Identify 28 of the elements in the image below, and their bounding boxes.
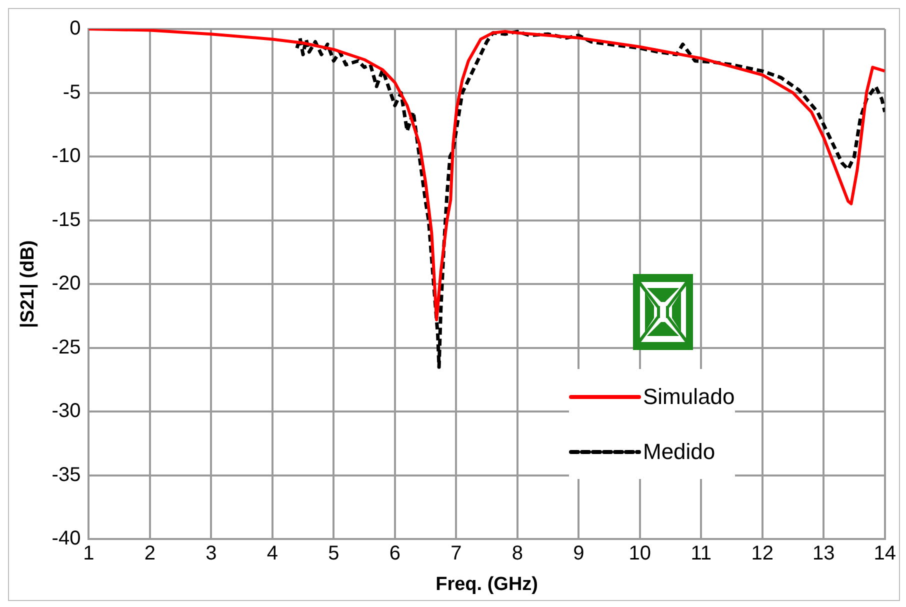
x-tick-label: 6 bbox=[389, 542, 400, 565]
x-tick-label: 4 bbox=[266, 542, 278, 565]
line-series bbox=[295, 30, 885, 369]
x-axis-title: Freq. (GHz) bbox=[436, 574, 538, 595]
legend-label: Medido bbox=[643, 438, 716, 464]
x-tick-label: 12 bbox=[751, 542, 774, 565]
x-tick-label: 9 bbox=[573, 542, 584, 565]
x-tick-label: 3 bbox=[206, 542, 217, 565]
y-tick-label: -10 bbox=[52, 145, 81, 168]
y-tick-label: -40 bbox=[52, 528, 81, 550]
x-tick-label: 2 bbox=[144, 542, 156, 565]
y-tick-label: -25 bbox=[52, 336, 81, 358]
x-tick-label: 10 bbox=[628, 542, 652, 565]
x-tick-label: 5 bbox=[328, 542, 340, 565]
x-tick-label: 1 bbox=[83, 542, 94, 565]
y-axis-title: |S21| (dB) bbox=[18, 240, 39, 328]
x-tick-label: 8 bbox=[512, 542, 523, 565]
y-tick-label: -35 bbox=[52, 464, 81, 486]
x-tick-label: 7 bbox=[450, 542, 462, 565]
y-tick-label: -15 bbox=[52, 208, 81, 231]
x-tick-label: 13 bbox=[812, 542, 835, 565]
y-tick-label: -30 bbox=[52, 400, 81, 422]
x-tick-label: 11 bbox=[690, 542, 712, 565]
x-tick-label: 14 bbox=[874, 542, 896, 565]
y-tick-label: -20 bbox=[52, 272, 81, 295]
y-tick-label: 0 bbox=[70, 18, 81, 40]
y-tick-label: -5 bbox=[62, 81, 81, 104]
legend-label: Simulado bbox=[643, 384, 735, 410]
